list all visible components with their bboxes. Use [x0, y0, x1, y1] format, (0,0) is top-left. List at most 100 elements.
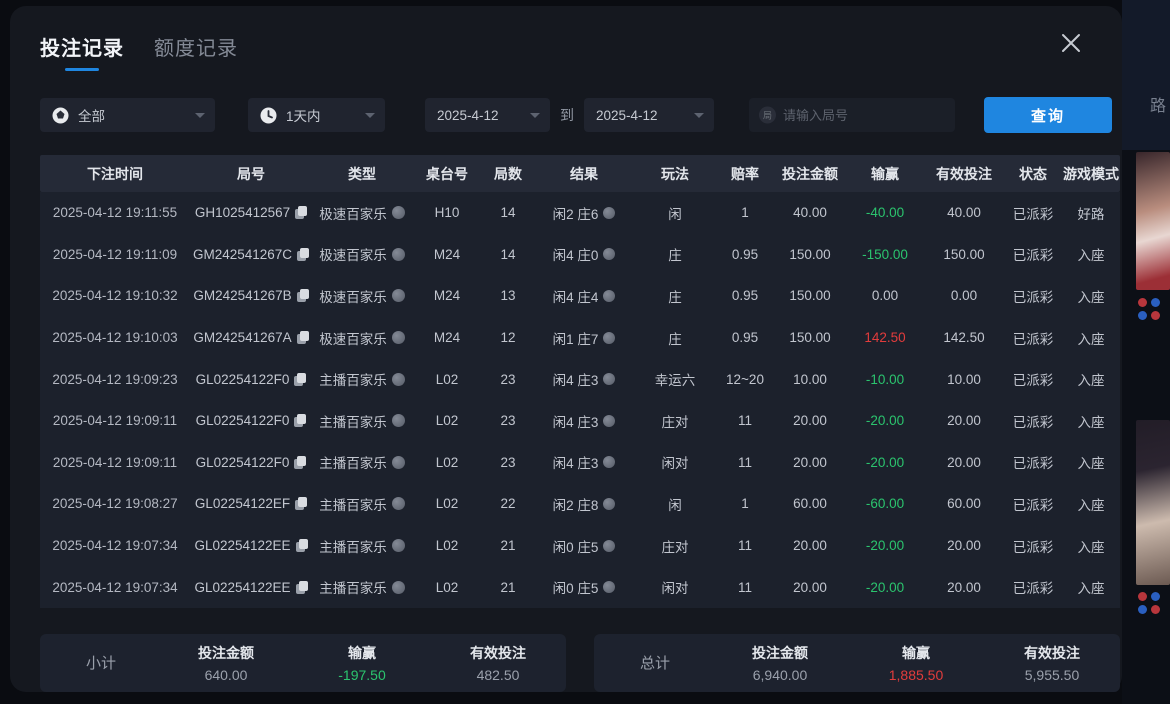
cell-odds: 11 — [737, 579, 752, 595]
cell-table-no: L02 — [435, 496, 459, 512]
cell-win-loss: -20.00 — [865, 538, 905, 554]
copy-icon[interactable] — [294, 372, 307, 386]
cell-shoe-round: 13 — [500, 288, 516, 304]
cell-game-mode: 入座 — [1077, 248, 1105, 264]
cell-bet-amount: 60.00 — [793, 496, 827, 512]
game-type-icon — [391, 372, 405, 386]
table-row[interactable]: 2025-04-12 19:07:34 GL02254122EE 主播百家乐 L… — [40, 566, 1120, 608]
cell-game-type: 主播百家乐 — [312, 442, 412, 484]
cell-win-loss: -20.00 — [865, 413, 905, 429]
result-info-icon[interactable] — [603, 581, 616, 594]
result-info-icon[interactable] — [603, 331, 616, 344]
game-type-icon — [391, 206, 405, 220]
cell-result: 闲4 庄3 — [534, 400, 634, 442]
cell-bet-amount: 20.00 — [793, 413, 827, 429]
tab-quota-records[interactable]: 额度记录 — [154, 38, 238, 60]
column-header: 类型 — [348, 165, 376, 182]
total-card: 总计 投注金额 6,940.00 输赢 1,885.50 有效投注 5,955.… — [594, 633, 1120, 692]
copy-icon[interactable] — [297, 247, 310, 261]
copy-icon[interactable] — [295, 497, 308, 511]
game-type-dropdown[interactable]: 全部 — [40, 98, 215, 132]
cell-shoe-round: 12 — [500, 330, 516, 346]
cell-result: 闲4 庄3 — [534, 358, 634, 400]
result-info-icon[interactable] — [603, 289, 616, 302]
cell-result: 闲4 庄3 — [534, 442, 634, 484]
subtotal-label: 小计 — [86, 655, 117, 673]
chip-icon — [52, 107, 69, 123]
table-row[interactable]: 2025-04-12 19:09:11 GL02254122F0 主播百家乐 L… — [40, 442, 1120, 484]
result-info-icon[interactable] — [603, 539, 616, 552]
cell-bet-amount: 150.00 — [789, 288, 831, 304]
date-from-picker[interactable]: 2025-4-12 — [425, 98, 550, 132]
cell-play-type: 闲 — [668, 206, 682, 222]
cell-play-type: 闲对 — [661, 456, 689, 472]
table-row[interactable]: 2025-04-12 19:10:32 GM242541267B 极速百家乐 M… — [40, 275, 1120, 317]
cell-shoe-round: 21 — [500, 579, 516, 595]
cell-bet-time: 2025-04-12 19:07:34 — [52, 538, 178, 554]
cell-table-no: L02 — [435, 454, 459, 470]
tab-betting-records[interactable]: 投注记录 — [40, 32, 124, 71]
result-info-icon[interactable] — [603, 373, 616, 386]
copy-icon[interactable] — [296, 289, 309, 303]
game-type-icon — [391, 455, 405, 469]
table-row[interactable]: 2025-04-12 19:08:27 GL02254122EF 主播百家乐 L… — [40, 483, 1120, 525]
result-info-icon[interactable] — [603, 206, 616, 219]
time-range-dropdown[interactable]: 1天内 — [248, 98, 385, 132]
cell-odds: 0.95 — [731, 246, 759, 262]
copy-icon[interactable] — [294, 414, 307, 428]
cell-valid-bet: 20.00 — [947, 413, 981, 429]
column-header: 状态 — [1019, 165, 1047, 182]
cell-odds: 11 — [737, 454, 752, 470]
cell-bet-amount: 40.00 — [793, 205, 827, 221]
table-row[interactable]: 2025-04-12 19:09:11 GL02254122F0 主播百家乐 L… — [40, 400, 1120, 442]
table-row[interactable]: 2025-04-12 19:11:55 GH1025412567 极速百家乐 H… — [40, 192, 1120, 234]
query-button[interactable]: 查询 — [984, 97, 1112, 133]
copy-icon[interactable] — [295, 580, 308, 594]
cell-win-loss: 0.00 — [871, 288, 899, 304]
cell-game-mode: 入座 — [1077, 289, 1105, 305]
copy-icon[interactable] — [295, 539, 308, 553]
result-info-icon[interactable] — [603, 497, 616, 510]
cell-valid-bet: 20.00 — [947, 538, 981, 554]
cell-valid-bet: 20.00 — [947, 454, 981, 470]
background-game-page: 路 — [1122, 0, 1170, 704]
column-header: 赔率 — [731, 165, 759, 182]
cell-game-mode: 入座 — [1077, 497, 1105, 513]
cell-valid-bet: 150.00 — [943, 246, 985, 262]
cell-status: 已派彩 — [1012, 248, 1054, 264]
game-type-icon — [391, 331, 405, 345]
cell-game-type: 主播百家乐 — [312, 525, 412, 567]
date-to-picker[interactable]: 2025-4-12 — [584, 98, 714, 132]
cell-bet-time: 2025-04-12 19:07:34 — [52, 579, 178, 595]
game-type-icon — [391, 539, 405, 553]
table-row[interactable]: 2025-04-12 19:10:03 GM242541267A 极速百家乐 M… — [40, 317, 1120, 359]
cell-round-id: GM242541267A — [190, 317, 312, 359]
cell-odds: 1 — [741, 205, 749, 221]
cell-round-id: GL02254122EE — [190, 525, 312, 567]
background-partial-text: 路 — [1150, 98, 1167, 115]
betting-records-modal: 投注记录 额度记录 全部 1天内 2025- — [10, 6, 1122, 692]
cell-valid-bet: 60.00 — [947, 496, 981, 512]
result-info-icon[interactable] — [603, 248, 616, 261]
result-info-icon[interactable] — [603, 456, 616, 469]
copy-icon[interactable] — [295, 206, 308, 220]
cell-play-type: 庄 — [668, 248, 682, 264]
cell-shoe-round: 23 — [500, 371, 516, 387]
cell-win-loss: -60.00 — [865, 496, 905, 512]
result-info-icon[interactable] — [603, 414, 616, 427]
cell-result: 闲2 庄8 — [534, 483, 634, 525]
filter-bar: 全部 1天内 2025-4-12 到 2025-4-12 局 查询 — [40, 97, 1122, 133]
column-header: 结果 — [570, 165, 598, 182]
close-icon[interactable] — [1058, 30, 1084, 56]
game-type-icon — [391, 580, 405, 594]
cell-table-no: L02 — [435, 371, 459, 387]
subtotal-win-loss: 输赢 -197.50 — [338, 644, 386, 683]
table-row[interactable]: 2025-04-12 19:07:34 GL02254122EE 主播百家乐 L… — [40, 525, 1120, 567]
cell-bet-time: 2025-04-12 19:11:09 — [52, 246, 178, 262]
copy-icon[interactable] — [296, 331, 309, 345]
round-number-input[interactable] — [783, 107, 943, 123]
cell-odds: 0.95 — [731, 330, 759, 346]
table-row[interactable]: 2025-04-12 19:09:23 GL02254122F0 主播百家乐 L… — [40, 358, 1120, 400]
table-row[interactable]: 2025-04-12 19:11:09 GM242541267C 极速百家乐 M… — [40, 234, 1120, 276]
copy-icon[interactable] — [294, 455, 307, 469]
